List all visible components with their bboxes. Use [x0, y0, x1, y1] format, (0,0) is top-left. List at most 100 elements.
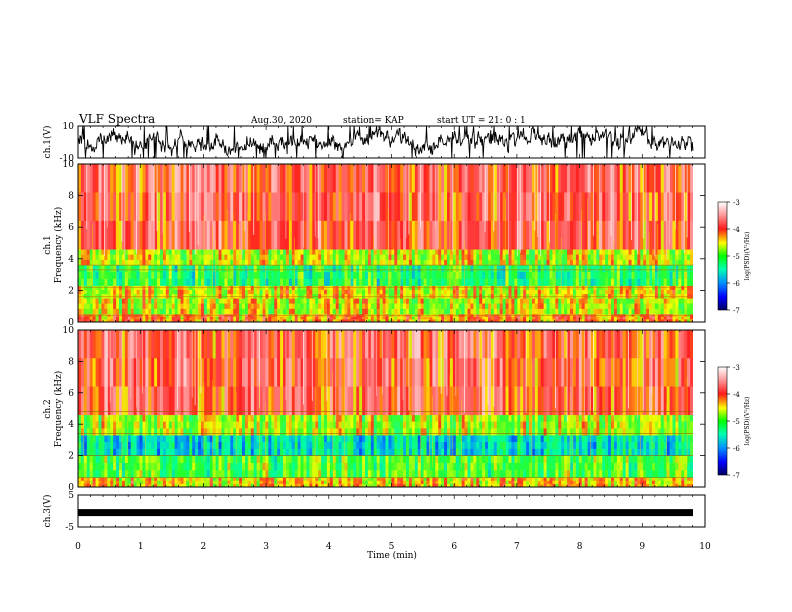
spectrogram-cell	[195, 278, 199, 286]
spectrogram-cell	[274, 254, 278, 261]
spectrogram-cell	[86, 441, 91, 450]
spectrogram-cell	[546, 254, 550, 261]
spectrogram-cell	[253, 220, 257, 250]
spectrogram-cell	[206, 414, 211, 422]
spectrogram-cell	[511, 298, 515, 304]
spectrogram-cell	[534, 192, 539, 222]
spectrogram-cell	[259, 316, 263, 320]
spectrogram-cell	[136, 254, 140, 261]
spectrogram-cell	[517, 265, 521, 273]
spectrogram-cell	[160, 448, 164, 456]
spectrogram-cell	[353, 285, 357, 291]
spectrogram-cell	[534, 294, 539, 299]
spectrogram-cell	[78, 435, 82, 443]
spectrogram-cell	[552, 285, 556, 291]
spectrogram-cell	[195, 294, 199, 299]
spectrogram-cell	[578, 303, 583, 310]
spectrogram-cell	[335, 192, 339, 222]
spectrogram-cell	[376, 298, 380, 304]
spectrogram-cell	[435, 271, 439, 280]
spectrogram-cell	[148, 298, 152, 304]
spectrogram-cell	[195, 448, 199, 456]
spectrogram-cell	[324, 220, 328, 250]
spectrogram-cell	[116, 462, 120, 471]
spectrogram-cell	[479, 308, 483, 315]
spectrogram-cell	[376, 316, 380, 320]
spectrogram-cell	[546, 192, 550, 222]
spectrogram-cell	[288, 265, 293, 273]
spectrogram-cell	[113, 164, 117, 193]
spectrogram-cell	[611, 259, 615, 266]
spectrogram-cell	[160, 308, 164, 315]
spectrogram-cell	[198, 308, 202, 315]
spectrogram-cell	[540, 164, 544, 193]
spectrogram-cell	[92, 448, 96, 456]
spectrogram-cell	[86, 448, 91, 456]
spectrogram-cell	[259, 164, 263, 193]
spectrogram-cell	[247, 278, 252, 286]
spectrogram-cell	[578, 192, 583, 222]
spectrogram-cell	[341, 298, 345, 304]
spectrogram-cell	[646, 285, 650, 291]
spectrogram-cell	[634, 265, 638, 273]
spectrogram-cell	[174, 289, 178, 295]
spectrogram-cell	[101, 435, 105, 443]
spectrogram-cell	[523, 192, 527, 222]
spectrogram-cell	[318, 298, 322, 304]
spectrogram-cell	[628, 259, 632, 266]
spectrogram-cell	[113, 421, 117, 429]
spectrogram-cell	[233, 249, 237, 255]
spectrogram-cell	[464, 164, 468, 193]
spectrogram-cell	[165, 421, 170, 429]
spectrogram-cell	[628, 249, 632, 255]
spectrogram-cell	[458, 259, 462, 266]
spectrogram-cell	[127, 249, 132, 255]
spectrogram-cell	[291, 249, 296, 255]
spectrogram-cell	[449, 220, 454, 250]
spectrogram-cell	[575, 319, 580, 323]
spectrogram-cell	[239, 358, 243, 387]
spectrogram-cell	[584, 308, 588, 315]
spectrogram-cell	[514, 285, 518, 291]
spectrogram-cell	[162, 421, 167, 429]
spectrogram-cell	[572, 298, 577, 304]
spectrogram-cell	[294, 316, 298, 320]
spectrogram-cell	[206, 480, 211, 485]
spectrogram-cell	[145, 298, 149, 304]
spectrogram-cell	[643, 316, 647, 320]
spectrogram-cell	[203, 303, 208, 310]
spectrogram-cell	[233, 265, 237, 273]
spectrogram-cell	[227, 259, 231, 266]
spectrogram-cell	[127, 220, 132, 250]
spectrogram-cell	[271, 278, 275, 286]
spectrogram-cell	[332, 294, 337, 299]
spectrogram-cell	[195, 386, 199, 416]
spectrogram-cell	[394, 249, 398, 255]
spectrogram-cell	[649, 259, 653, 266]
spectrogram-cell	[622, 319, 626, 323]
spectrogram-cell	[212, 455, 216, 464]
spectrogram-cell	[113, 428, 117, 436]
spectrogram-cell	[473, 249, 477, 255]
spectrogram-cell	[347, 278, 351, 286]
spectrogram-cell	[321, 308, 325, 315]
spectrogram-cell	[209, 289, 214, 295]
spectrogram-cell	[461, 316, 465, 320]
spectrogram-cell	[148, 358, 152, 387]
spectrogram-cell	[561, 220, 565, 250]
spectrogram-cell	[121, 435, 126, 443]
spectrogram-cell	[414, 308, 419, 315]
spectrogram-cell	[133, 249, 137, 255]
spectrogram-cell	[335, 308, 339, 315]
spectrogram-cell	[455, 164, 460, 193]
spectrogram-cell	[549, 289, 553, 295]
spectrogram-cell	[230, 259, 234, 266]
spectrogram-cell	[350, 278, 354, 286]
spectrogram-cell	[78, 285, 82, 291]
spectrogram-cell	[482, 254, 486, 261]
spectrogram-cell	[616, 303, 621, 310]
spectrogram-cell	[244, 319, 249, 323]
spectrogram-cell	[578, 285, 583, 291]
spectrogram-cell	[192, 483, 196, 488]
spectrogram-cell	[212, 319, 216, 323]
